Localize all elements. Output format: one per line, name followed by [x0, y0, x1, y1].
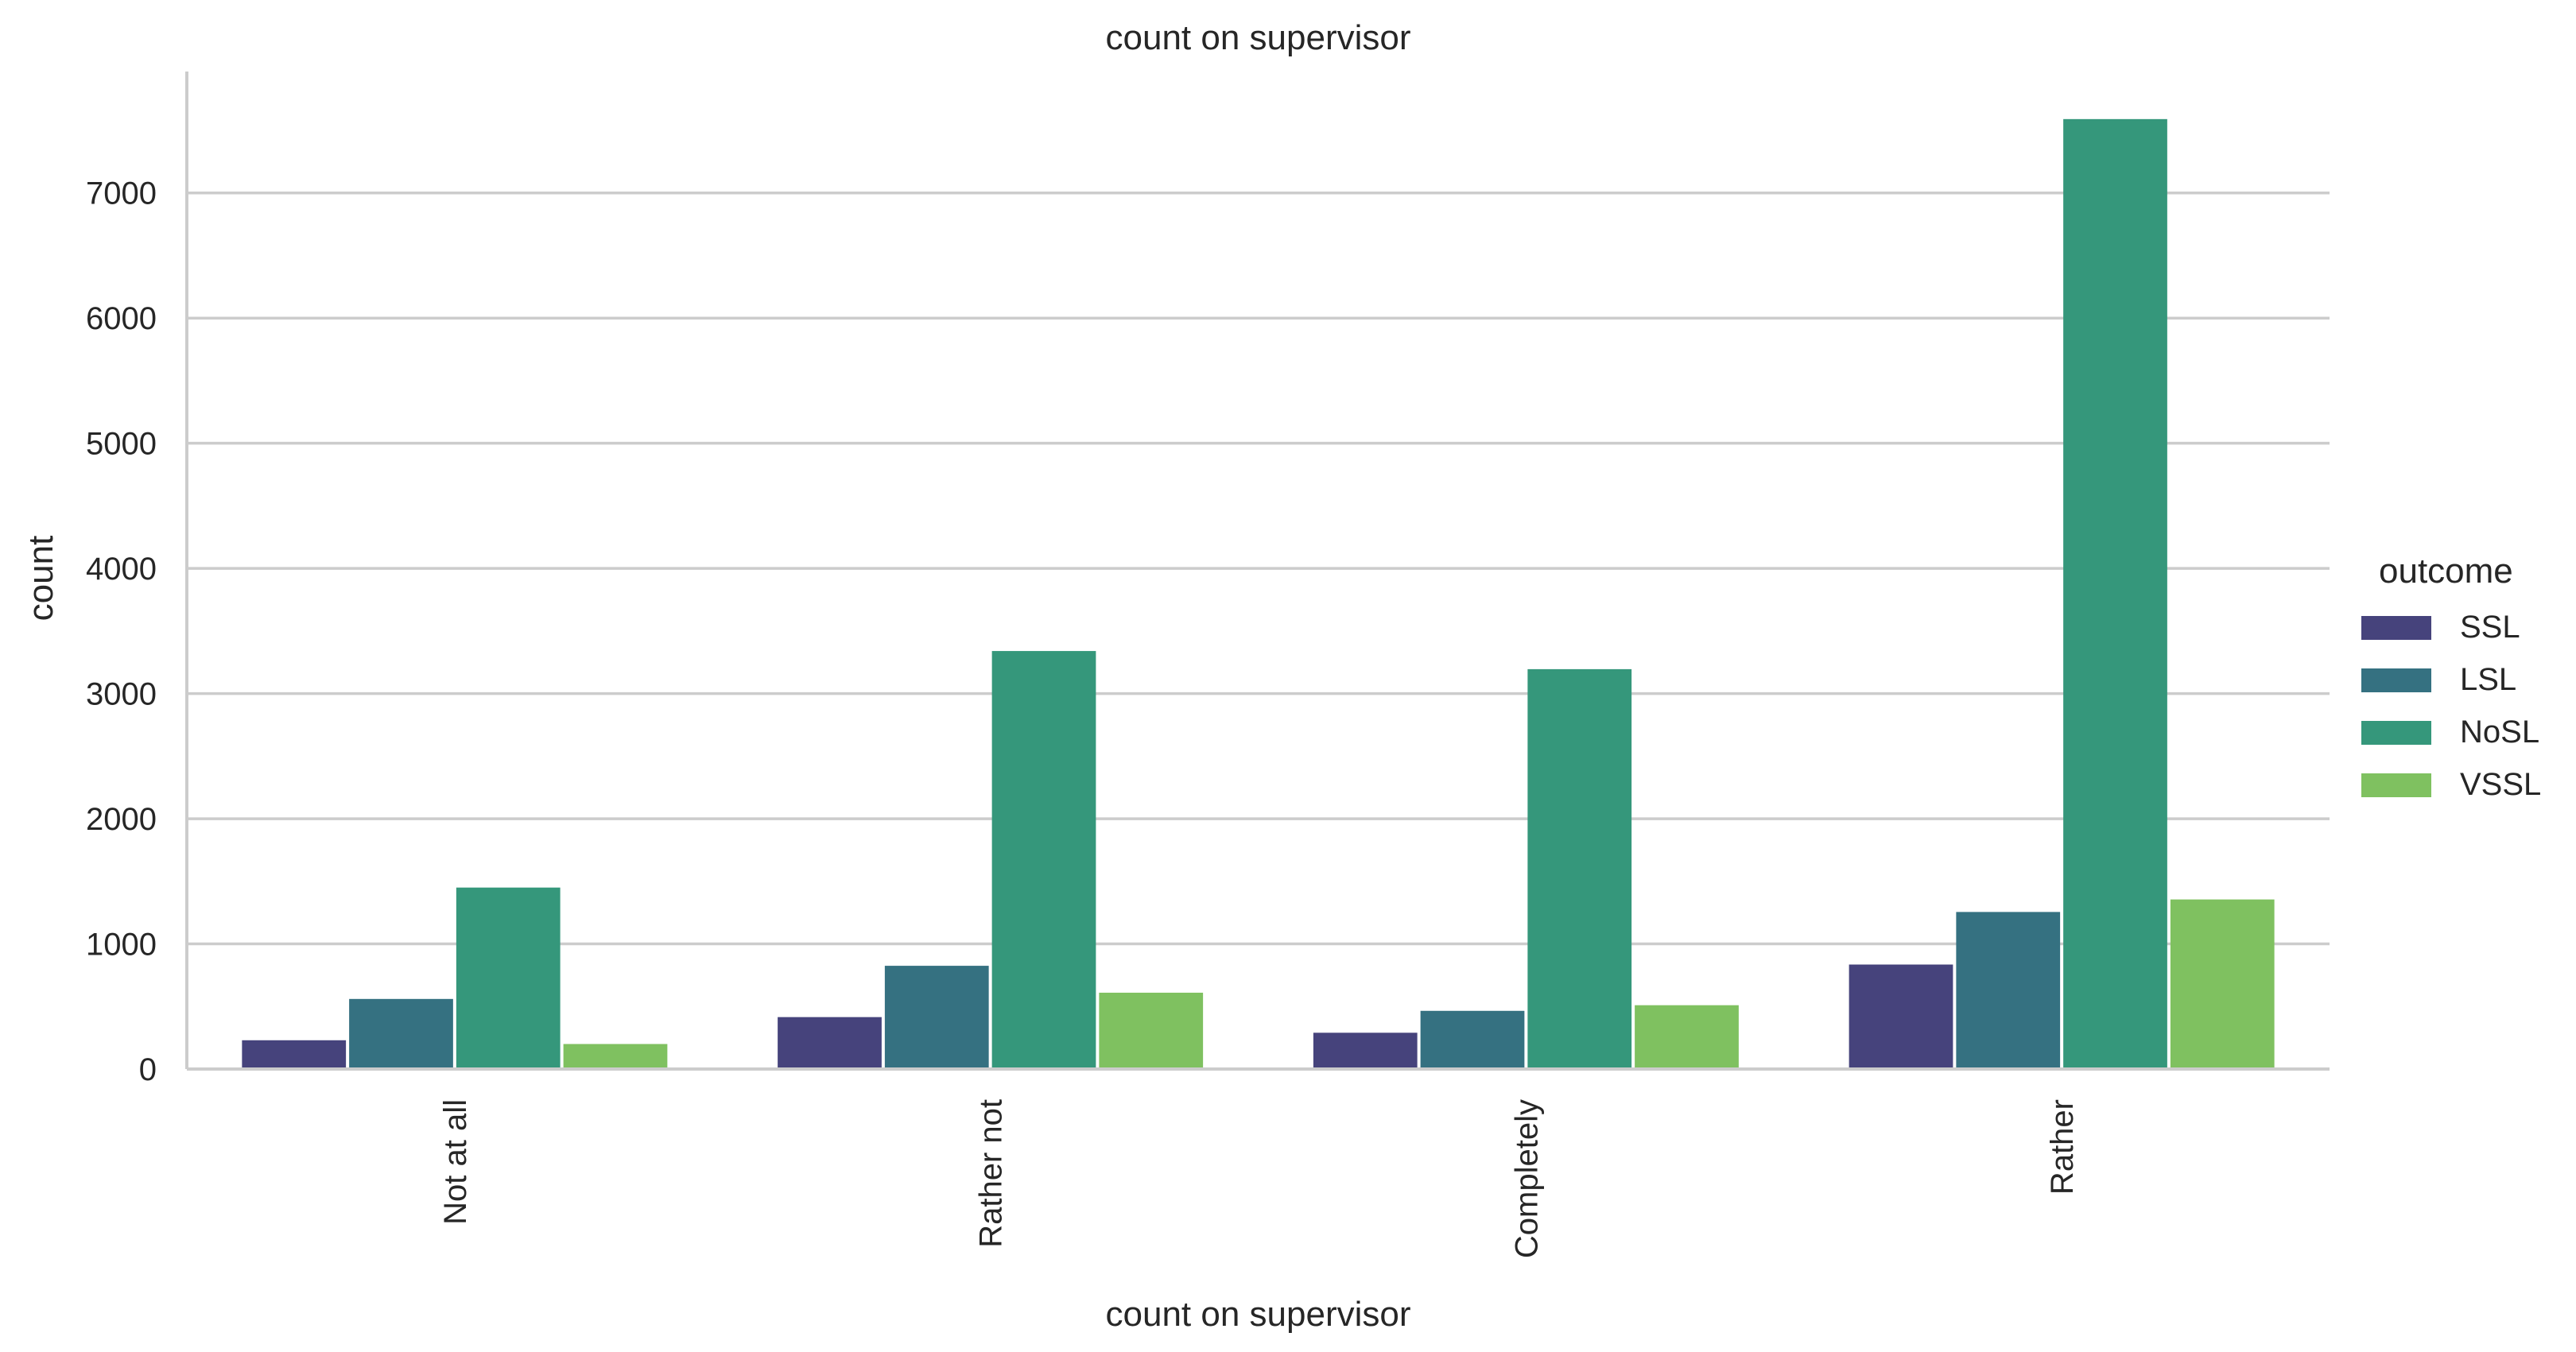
y-tick-label: 3000	[86, 677, 157, 712]
x-tick-label: Rather	[2045, 1099, 2080, 1195]
bar-lsl-rather-not	[884, 966, 989, 1069]
bar-vssl-not-at-all	[563, 1044, 668, 1069]
bar-vssl-rather-not	[1099, 992, 1204, 1069]
x-axis-label: count on supervisor	[1106, 1295, 1411, 1334]
legend-label-vssl: VSSL	[2460, 767, 2541, 802]
legend-title: outcome	[2379, 552, 2513, 591]
legend-swatch-lsl	[2361, 668, 2431, 692]
bar-vssl-completely	[1635, 1005, 1739, 1069]
legend-label-lsl: LSL	[2460, 662, 2516, 697]
bar-vssl-rather	[2170, 899, 2275, 1069]
legend-swatch-nosl	[2361, 721, 2431, 745]
legend-swatch-ssl	[2361, 616, 2431, 640]
x-tick-labels: Not at all Rather not Completely Rather	[438, 1099, 2080, 1258]
bar-ssl-rather	[1849, 964, 1953, 1069]
y-tick-label: 2000	[86, 802, 157, 837]
bar-nosl-rather-not	[991, 651, 1096, 1069]
chart-title: count on supervisor	[1106, 18, 1411, 57]
bar-nosl-rather	[2063, 118, 2167, 1069]
bar-nosl-completely	[1527, 668, 1632, 1069]
y-tick-label: 7000	[86, 176, 157, 211]
y-tick-label: 1000	[86, 928, 157, 963]
legend-label-ssl: SSL	[2460, 610, 2520, 645]
y-tick-label: 0	[139, 1052, 157, 1087]
legend-label-nosl: NoSL	[2460, 715, 2539, 750]
x-tick-label: Rather not	[974, 1099, 1009, 1248]
x-tick-label: Completely	[1509, 1099, 1544, 1258]
y-tick-label: 4000	[86, 552, 157, 587]
bar-ssl-not-at-all	[242, 1040, 347, 1069]
axes	[185, 72, 2330, 1071]
legend-swatch-vssl	[2361, 773, 2431, 797]
y-tick-labels: 0 1000 2000 3000 4000 5000 6000 7000	[86, 176, 157, 1087]
bar-ssl-completely	[1313, 1032, 1418, 1069]
gridlines	[187, 191, 2330, 946]
bar-lsl-rather	[1956, 912, 2061, 1069]
y-axis-label: count	[21, 536, 60, 622]
y-tick-label: 5000	[86, 427, 157, 462]
bar-ssl-rather-not	[778, 1017, 882, 1069]
bars	[242, 118, 2275, 1069]
legend: outcome SSL LSL NoSL VSSL	[2361, 552, 2541, 802]
legend-items: SSL LSL NoSL VSSL	[2361, 610, 2541, 802]
x-tick-label: Not at all	[438, 1099, 473, 1225]
bar-lsl-completely	[1420, 1010, 1525, 1069]
bar-nosl-not-at-all	[456, 887, 561, 1069]
y-tick-label: 6000	[86, 301, 157, 336]
bar-lsl-not-at-all	[349, 998, 453, 1069]
